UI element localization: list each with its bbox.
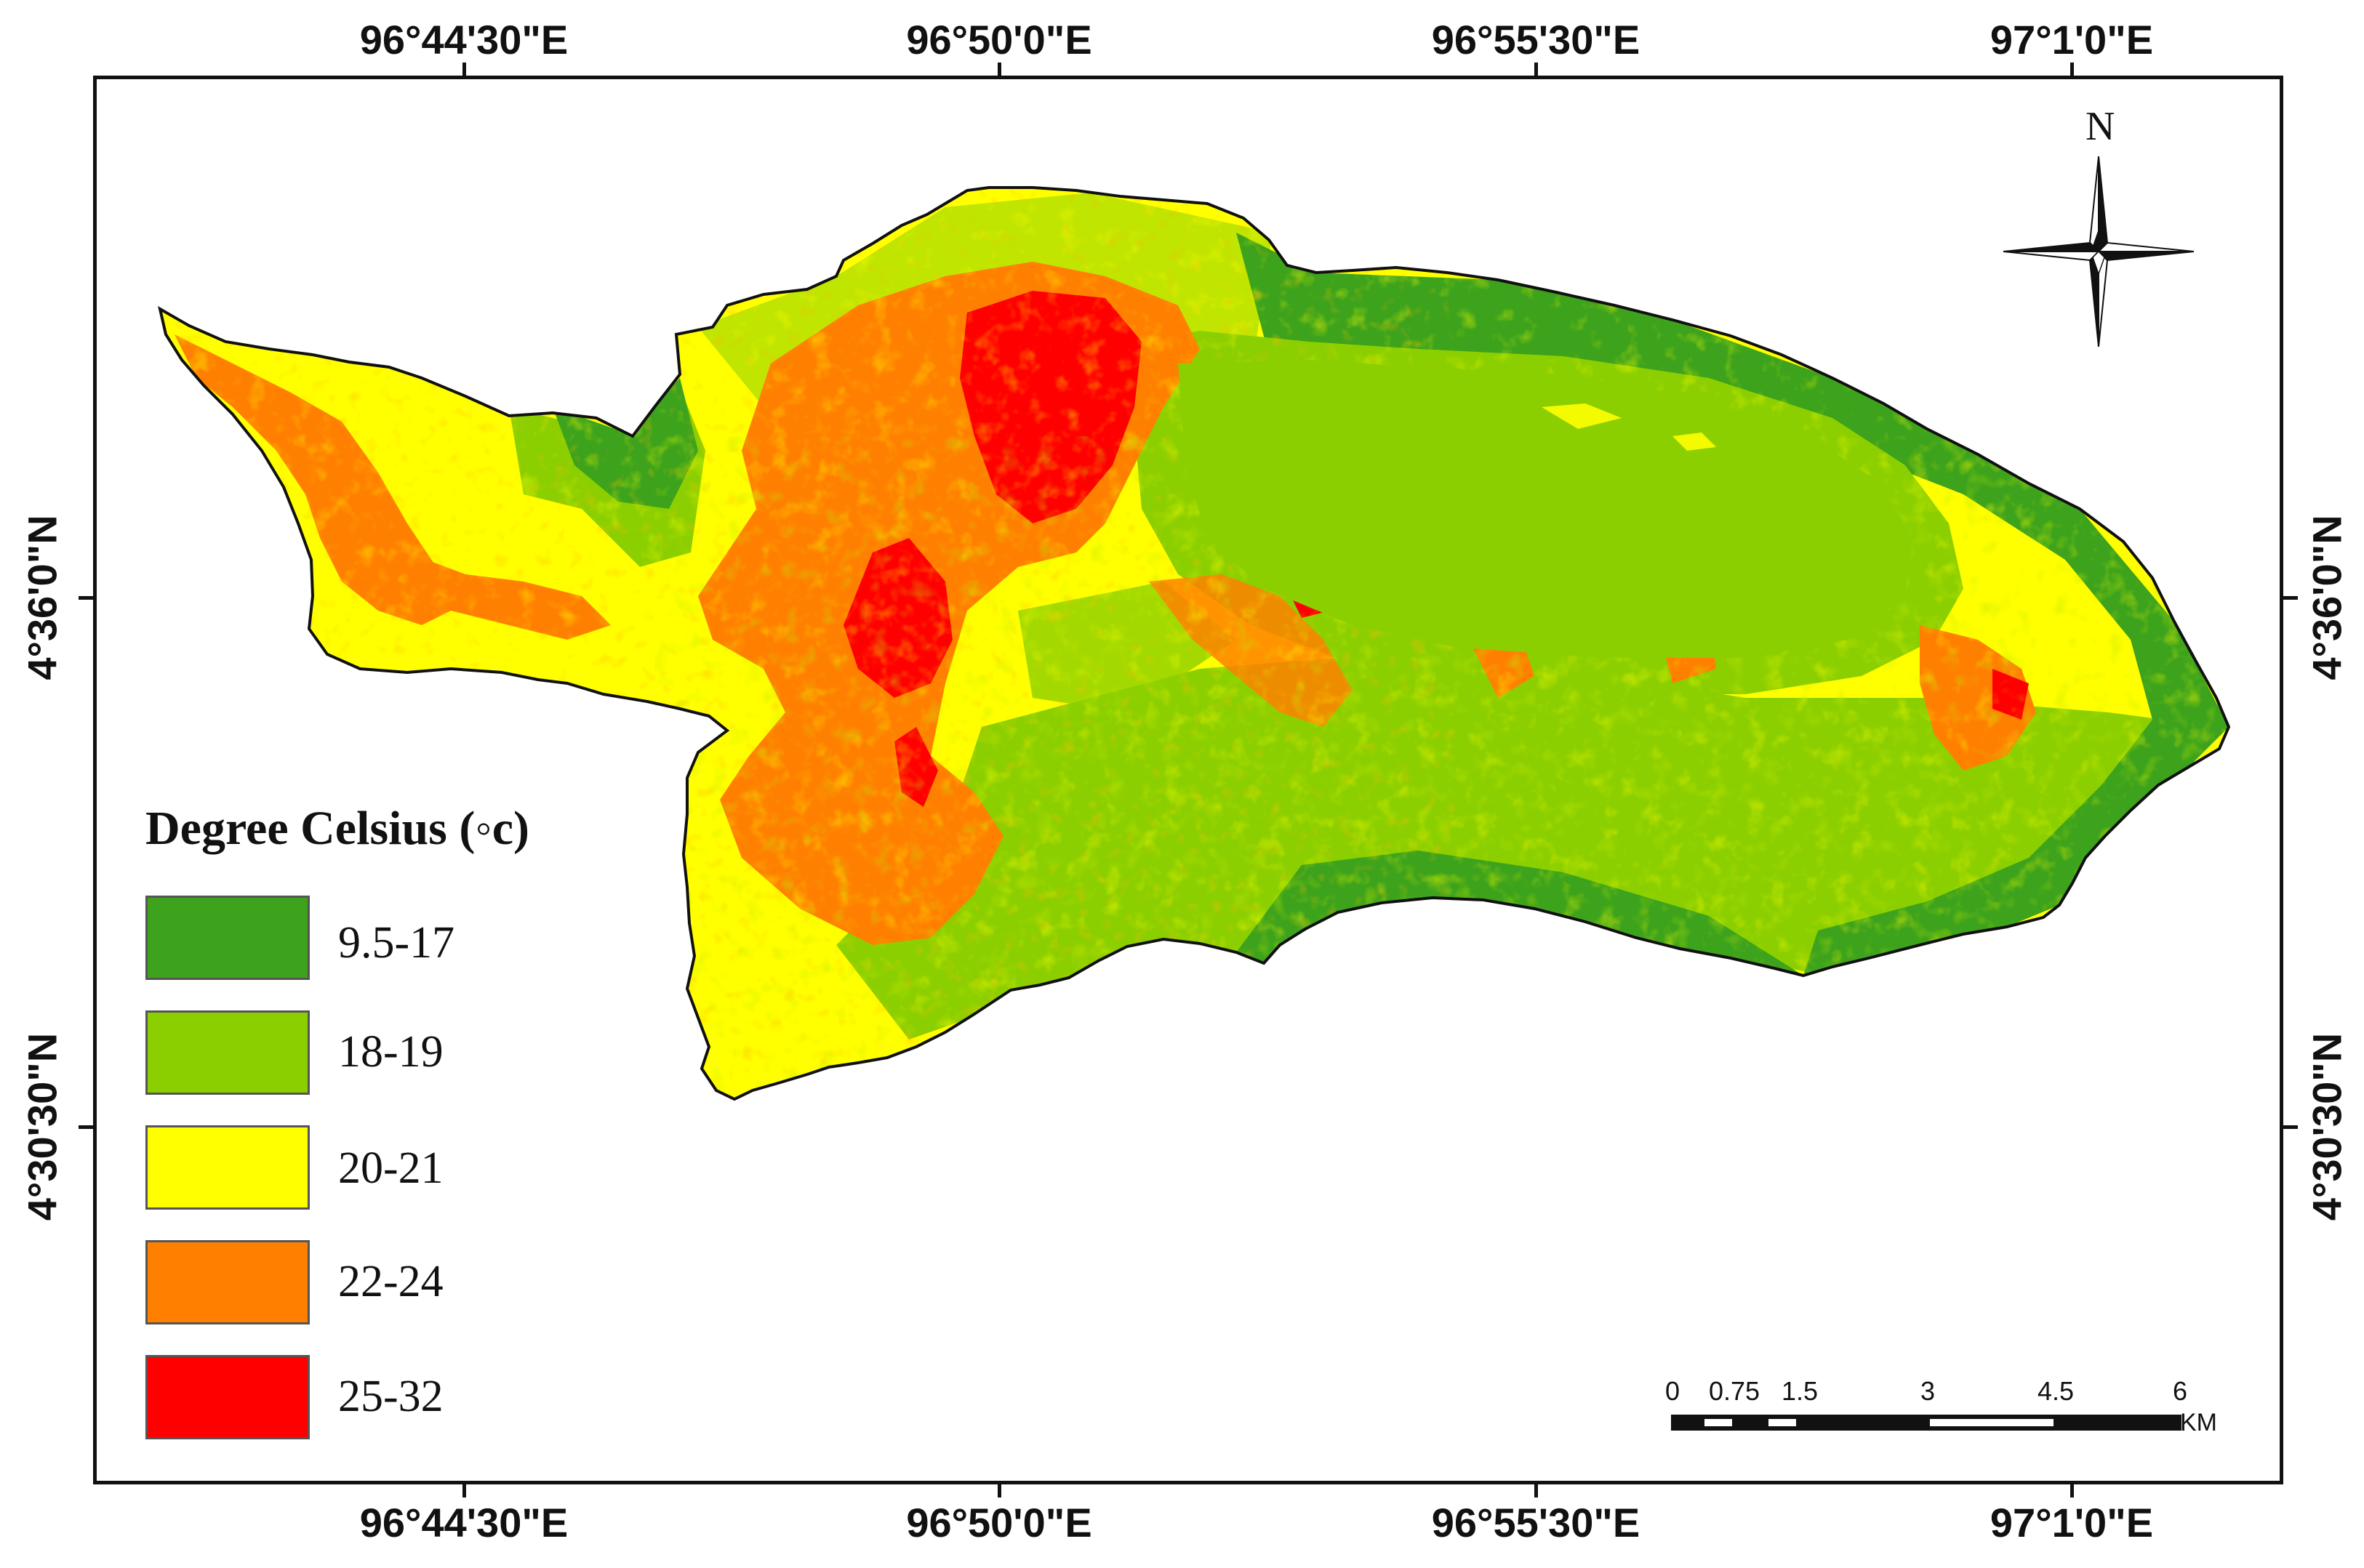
legend-label-3: 20-21	[338, 1143, 444, 1193]
legend-swatch-3	[145, 1125, 310, 1210]
legend-swatch-4	[145, 1240, 310, 1324]
scale-bar	[1671, 1415, 2181, 1431]
legend-label-2: 18-19	[338, 1027, 444, 1077]
map-frame	[93, 76, 2283, 1484]
scale-tick-3: 3	[1920, 1376, 1936, 1406]
scale-tick-6: 6	[2172, 1376, 2188, 1406]
compass-rose-icon	[2003, 156, 2194, 347]
top-lon-label-3: 96°55'30"E	[1431, 17, 1640, 63]
tick-bottom-2	[998, 1481, 1001, 1497]
bottom-lon-label-1: 96°44'30"E	[359, 1500, 569, 1545]
tick-bottom-4	[2070, 1481, 2074, 1497]
legend-title: Degree Celsius (◦c)	[145, 802, 529, 855]
scale-tick-4-5: 4.5	[2037, 1376, 2075, 1406]
tick-top-4	[2070, 63, 2074, 79]
top-lon-label-2: 96°50'0"E	[906, 17, 1092, 63]
tick-right-1	[2282, 596, 2298, 600]
bottom-lon-label-4: 97°1'0"E	[1990, 1500, 2154, 1545]
tick-right-2	[2282, 1125, 2298, 1129]
bottom-lon-label-3: 96°55'30"E	[1431, 1500, 1640, 1545]
tick-top-3	[1534, 63, 1538, 79]
legend-swatch-5	[145, 1355, 310, 1439]
legend-swatch-2	[145, 1010, 310, 1095]
tick-top-1	[462, 63, 466, 79]
top-lon-label-4: 97°1'0"E	[1990, 17, 2154, 63]
scale-bar-unit: KM	[2180, 1409, 2217, 1436]
scale-tick-0-75: 0.75	[1708, 1376, 1760, 1406]
tick-top-2	[998, 63, 1001, 79]
tick-left-1	[79, 596, 95, 600]
bottom-lon-label-2: 96°50'0"E	[906, 1500, 1092, 1545]
tick-bottom-1	[462, 1481, 466, 1497]
legend-label-5: 25-32	[338, 1372, 444, 1421]
north-arrow-label: N	[2085, 104, 2115, 149]
tick-left-2	[79, 1125, 95, 1129]
scale-tick-1-5: 1.5	[1781, 1376, 1819, 1406]
tick-bottom-3	[1534, 1481, 1538, 1497]
top-lon-label-1: 96°44'30"E	[359, 17, 569, 63]
legend-label-4: 22-24	[338, 1257, 444, 1306]
legend-label-1: 9.5-17	[338, 918, 455, 968]
legend-swatch-1	[145, 896, 310, 980]
scale-tick-0: 0	[1664, 1376, 1680, 1406]
